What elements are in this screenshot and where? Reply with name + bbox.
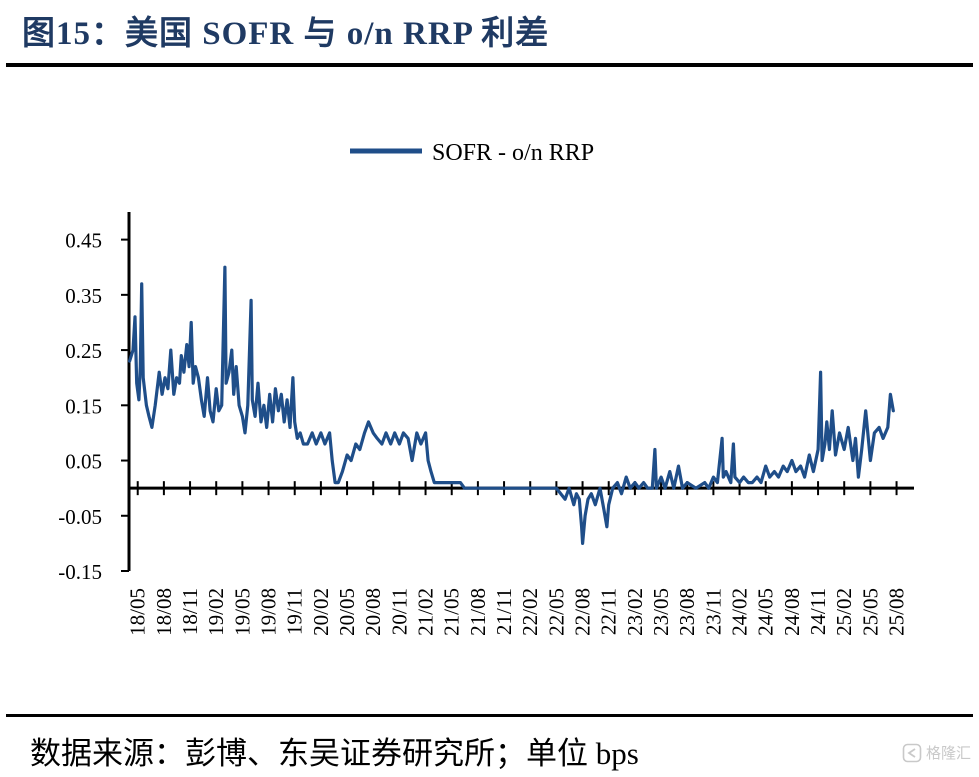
y-tick-label: 0.35 (65, 284, 102, 308)
x-axis: 18/05 18/08 18/11 19/02 19/05 19/08 19/11 20/02… (126, 481, 914, 636)
watermark: 格隆汇 (902, 742, 971, 763)
x-tick-label: 20/02 (309, 588, 333, 636)
x-tick-label: 20/08 (361, 588, 385, 636)
x-tick-label: 18/11 (178, 588, 202, 635)
watermark-text: 格隆汇 (925, 744, 971, 762)
top-divider (6, 63, 973, 67)
y-tick-label: -0.05 (58, 505, 102, 529)
x-tick-label: 25/05 (858, 588, 882, 636)
y-tick-label: -0.15 (58, 560, 102, 584)
x-tick-label: 24/02 (728, 588, 752, 636)
x-tick-label: 23/08 (675, 588, 699, 636)
y-tick-label: 0.45 (65, 229, 102, 253)
series-line-sofr-rrp (128, 265, 895, 546)
x-tick-label: 19/02 (204, 588, 228, 636)
gelonghui-logo-icon (902, 743, 922, 762)
x-tick-label: 21/08 (466, 588, 490, 636)
figure-title: 图15：美国 SOFR 与 o/n RRP 利差 (22, 16, 550, 52)
x-tick-label: 23/05 (649, 588, 673, 636)
x-tick-label: 18/05 (126, 588, 150, 636)
x-tick-label: 23/11 (701, 588, 725, 635)
x-tick-label: 21/05 (440, 588, 464, 636)
x-tick-label: 25/08 (885, 588, 909, 636)
x-tick-label: 25/02 (832, 588, 856, 636)
x-tick-label: 19/08 (257, 588, 281, 636)
x-tick-label: 22/08 (571, 588, 595, 636)
x-tick-label: 22/05 (544, 588, 568, 636)
x-tick-label: 20/11 (387, 588, 411, 635)
x-tick-label: 24/05 (754, 588, 778, 636)
y-tick-label: 0.25 (65, 339, 102, 363)
x-tick-label: 22/11 (597, 588, 621, 635)
x-tick-label: 19/05 (230, 588, 254, 636)
y-tick-label: 0.15 (65, 394, 102, 418)
x-tick-label: 24/08 (780, 588, 804, 636)
x-tick-label: 22/02 (518, 588, 542, 636)
x-tick-label: 24/11 (806, 588, 830, 635)
x-tick-label: 23/02 (623, 588, 647, 636)
y-axis: 0.45 0.35 0.25 0.15 0.05 -0.05 -0.15 (58, 212, 131, 584)
bottom-divider (6, 714, 973, 717)
x-tick-label: 18/08 (152, 588, 176, 636)
legend: SOFR - o/n RRP (350, 140, 594, 166)
legend-label: SOFR - o/n RRP (432, 140, 594, 166)
y-tick-label: 0.05 (65, 450, 102, 474)
x-tick-label: 20/05 (335, 588, 359, 636)
x-tick-label: 19/11 (283, 588, 307, 635)
source-note: 数据来源：彭博、东吴证券研究所；单位 bps (30, 736, 639, 771)
plot-area (128, 265, 895, 546)
x-tick-label: 21/02 (414, 588, 438, 636)
x-tick-label: 21/11 (492, 588, 516, 635)
